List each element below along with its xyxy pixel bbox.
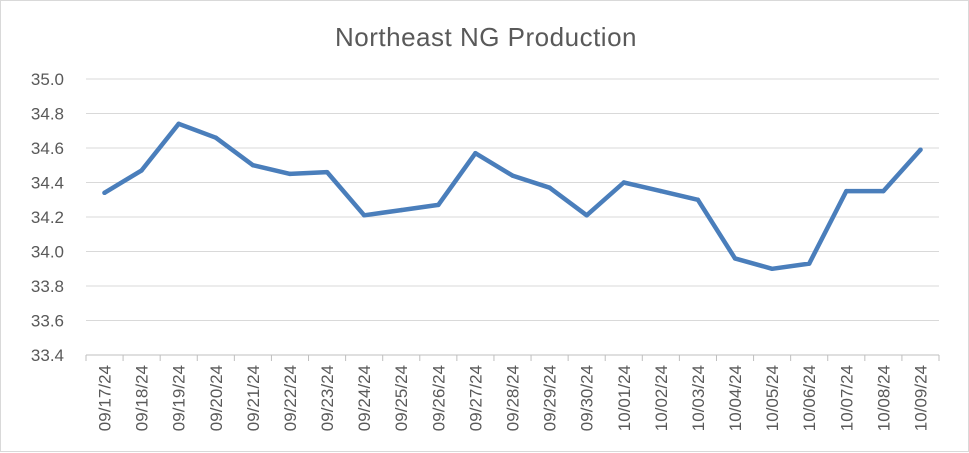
gridlines — [86, 78, 939, 321]
x-tick-label: 10/07/24 — [837, 365, 856, 431]
x-tick-label: 09/26/24 — [429, 365, 448, 431]
x-tick-label: 10/03/24 — [689, 365, 708, 431]
data-point — [436, 202, 441, 208]
x-tick-label: 10/09/24 — [911, 365, 930, 431]
data-point — [361, 213, 367, 218]
x-axis: 09/17/24 09/18/24 09/19/24 09/20/24 09/21/24… — [85, 354, 940, 431]
data-point — [584, 213, 589, 218]
x-tick-label: 10/05/24 — [763, 365, 782, 431]
x-tick-label: 09/23/24 — [318, 365, 337, 431]
series-line — [102, 121, 923, 272]
x-tick-label: 09/17/24 — [96, 365, 115, 431]
data-point — [473, 150, 478, 156]
data-point — [881, 188, 886, 194]
x-tick-label: 10/08/24 — [874, 365, 893, 431]
y-tick-label: 33.6 — [31, 312, 64, 331]
x-tick-label: 09/30/24 — [578, 365, 597, 431]
data-point — [918, 147, 923, 152]
y-tick-label: 35.0 — [31, 70, 64, 89]
y-tick-label: 34.6 — [31, 139, 64, 158]
data-point — [844, 188, 849, 194]
data-point — [621, 180, 626, 185]
x-tick-label: 10/06/24 — [800, 365, 819, 431]
data-point — [769, 266, 775, 271]
data-point — [213, 135, 219, 140]
x-tick-label: 10/02/24 — [652, 365, 671, 431]
chart-title: Northeast NG Production — [335, 22, 637, 52]
x-tick-label: 09/24/24 — [355, 365, 374, 431]
data-point — [102, 190, 107, 196]
data-point — [510, 173, 515, 178]
y-tick-label: 34.2 — [31, 208, 64, 227]
x-tick-label: 10/04/24 — [726, 365, 745, 431]
x-tick-label: 09/20/24 — [207, 365, 226, 431]
x-tick-label: 09/28/24 — [504, 365, 523, 431]
data-point — [139, 168, 144, 173]
data-point — [732, 256, 738, 261]
data-point — [658, 188, 664, 194]
data-point — [547, 185, 552, 190]
x-tick-label: 09/25/24 — [392, 365, 411, 431]
data-point — [695, 197, 701, 202]
x-tick-label: 09/22/24 — [281, 365, 300, 431]
x-tick-label: 09/27/24 — [466, 365, 485, 431]
x-tick-label: 09/21/24 — [244, 365, 263, 431]
y-axis-ticks: 33.4 33.6 33.8 34.0 34.2 34.4 34.6 34.8 35.0 — [31, 70, 64, 365]
data-point — [250, 163, 256, 168]
data-point — [287, 171, 293, 177]
y-tick-label: 34.4 — [31, 174, 64, 193]
y-tick-label: 33.8 — [31, 277, 64, 296]
x-tick-label: 09/19/24 — [170, 365, 189, 431]
y-tick-label: 34.0 — [31, 243, 64, 262]
x-tick-label: 09/29/24 — [541, 365, 560, 431]
data-point — [324, 169, 330, 175]
data-point — [399, 207, 404, 213]
series-layer — [102, 121, 923, 272]
x-tick-label: 10/01/24 — [615, 365, 634, 431]
y-tick-label: 34.8 — [31, 105, 64, 124]
data-point — [176, 121, 181, 127]
data-point — [806, 261, 812, 266]
y-tick-label: 33.4 — [31, 346, 64, 365]
x-tick-label: 09/18/24 — [133, 365, 152, 431]
